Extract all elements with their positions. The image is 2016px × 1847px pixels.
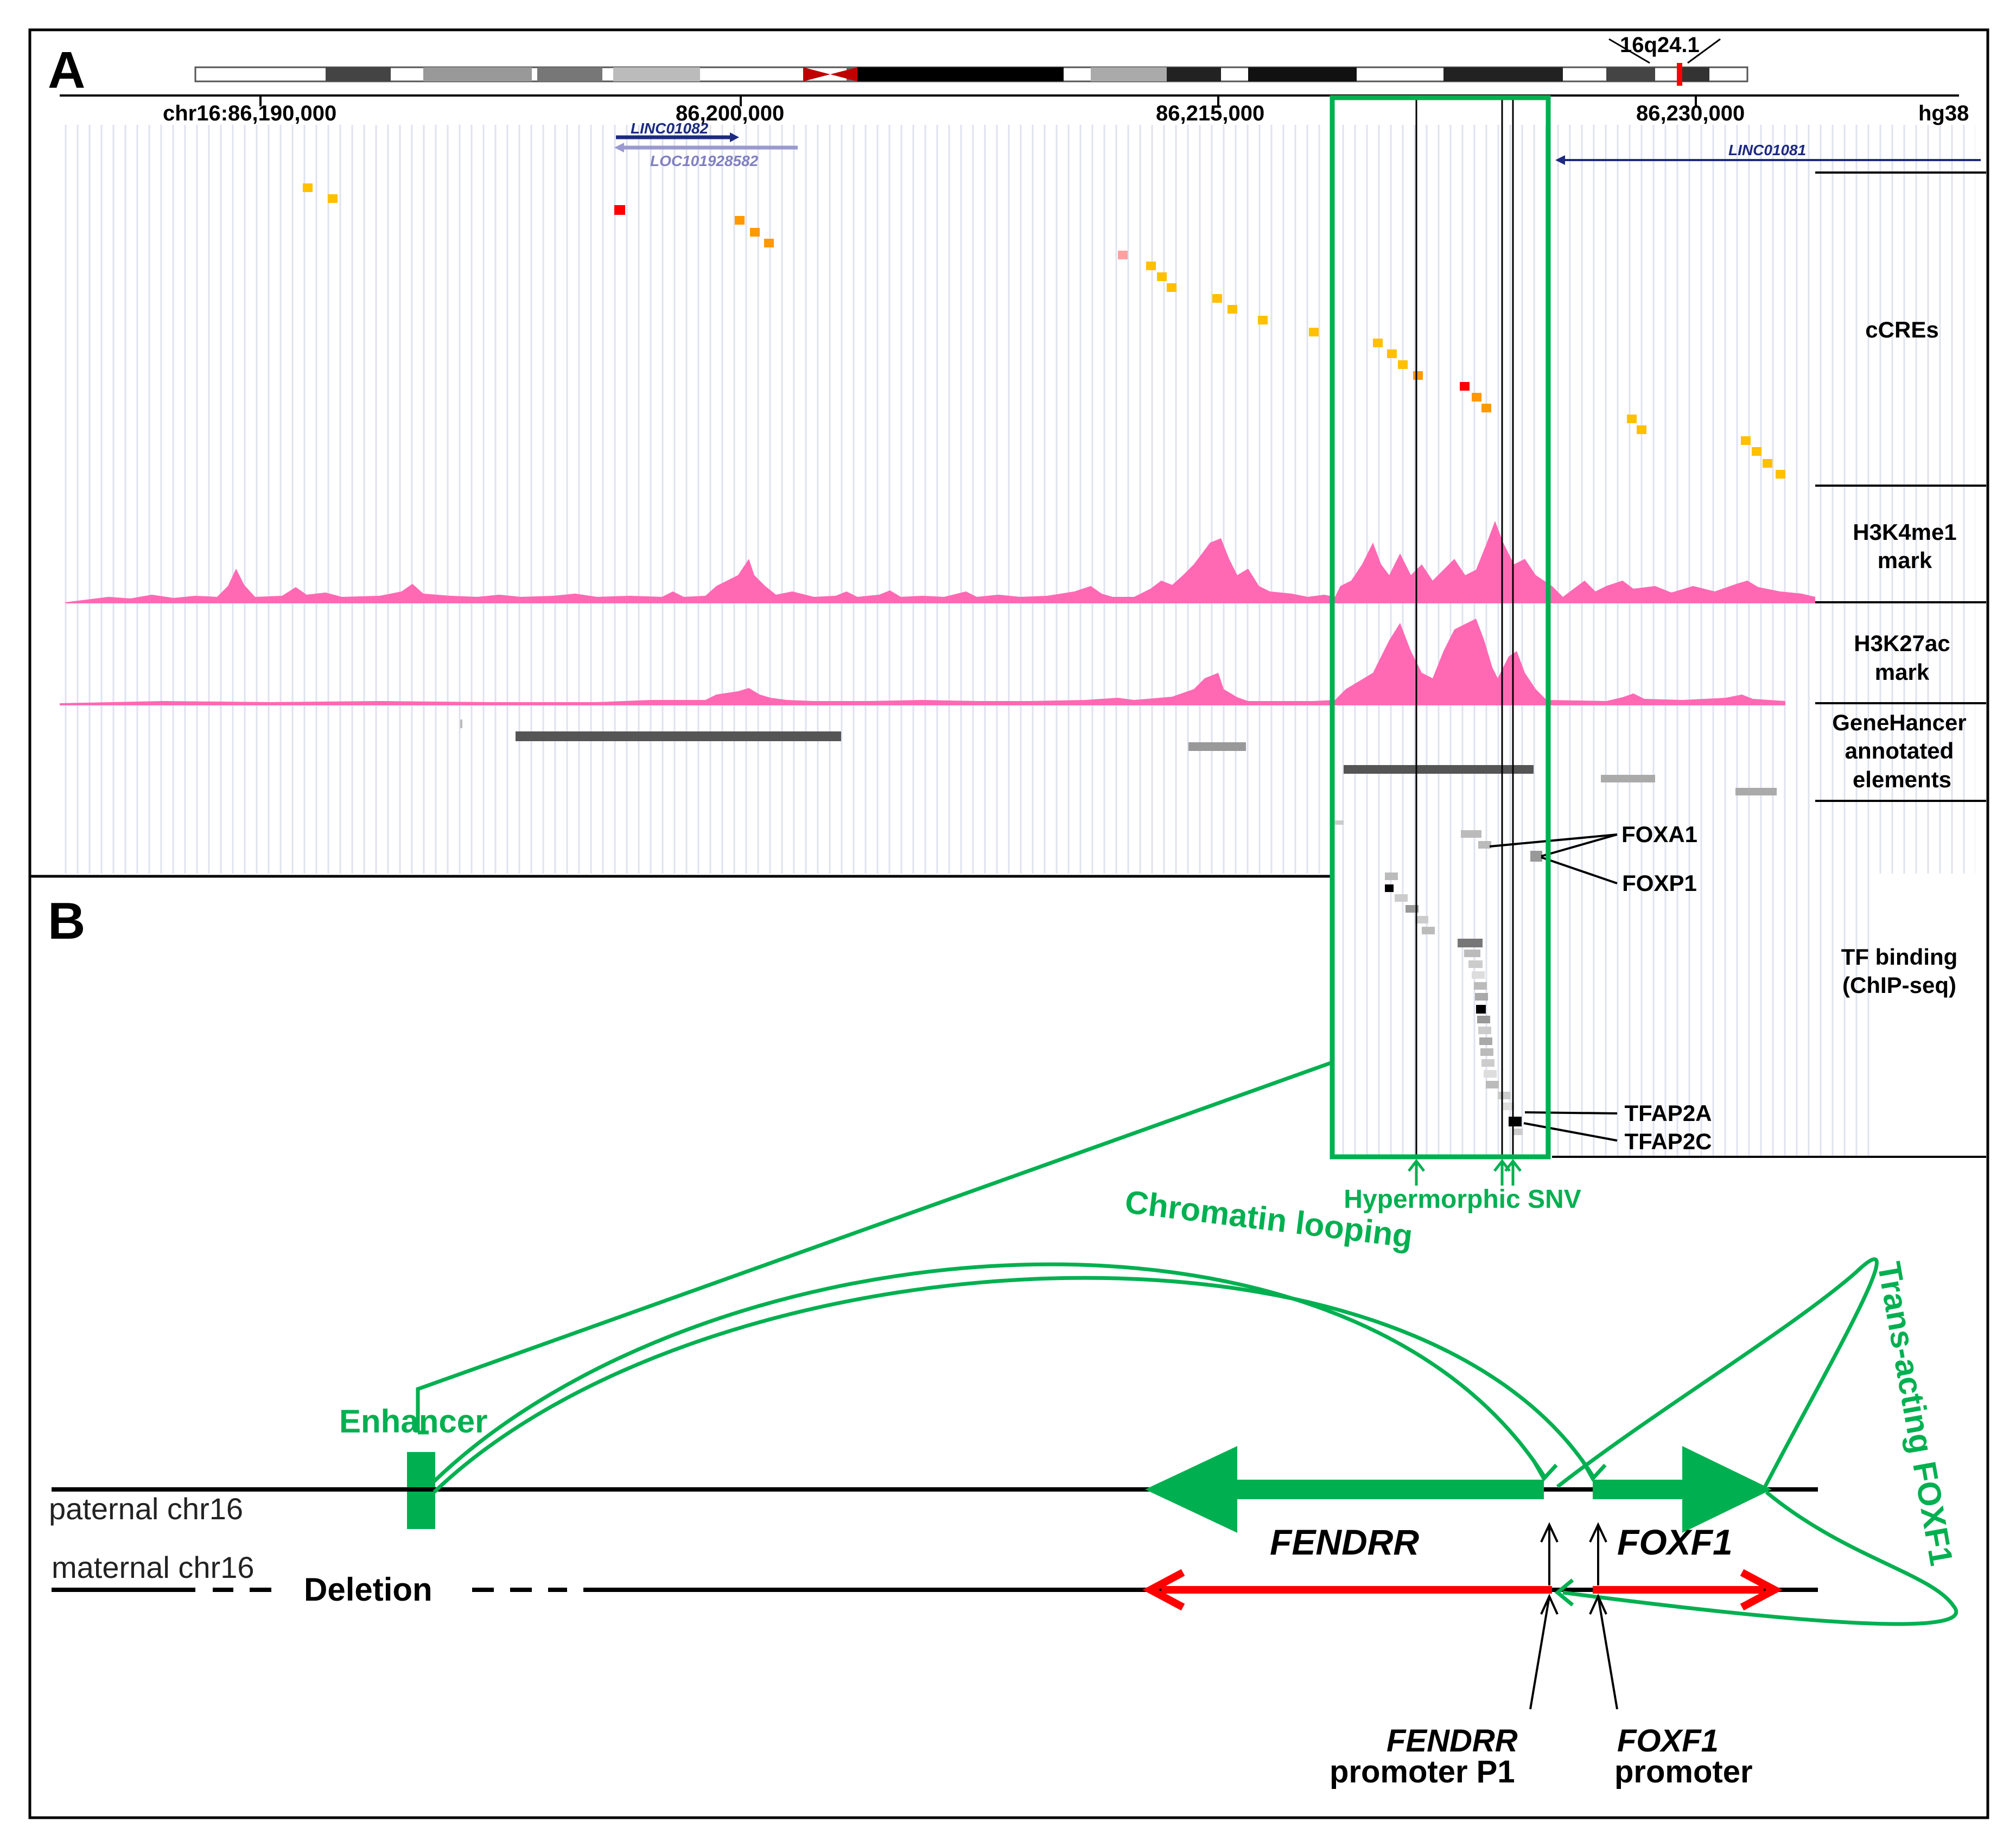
paternal-foxf1-arrow [1593, 1446, 1772, 1533]
cytoband-label: 16q24.1 [1620, 33, 1700, 57]
fendrr-promoter-label-1: FENDRR [1387, 1723, 1518, 1759]
gene-linc01081: LINC01081 [1728, 142, 1806, 158]
track-label-h3k4me1-1: H3K4me1 [1853, 519, 1956, 545]
snv-lines [1415, 98, 1514, 1156]
track-label-genehancer-1: GeneHancer [1832, 710, 1966, 735]
enhancer-label: Enhancer [339, 1403, 487, 1440]
track-label-tf-1: TF binding [1841, 944, 1958, 970]
chromatin-looping-arcs [433, 1262, 1607, 1494]
gene-linc01082: LINC01082 [631, 120, 709, 137]
genome-browser-background [60, 125, 1975, 874]
gene-loc101928582: LOC101928582 [650, 152, 759, 169]
snv-arrows [1408, 1158, 1522, 1186]
maternal-fendrr-arrow [1142, 1569, 1552, 1611]
fendrr-promoter-label-2: promoter P1 [1330, 1754, 1515, 1789]
assembly-label: hg38 [1918, 101, 1969, 125]
panel-a: A 16q24.1 chr16:8 [30, 33, 1986, 1214]
track-label-ccres: cCREs [1865, 317, 1938, 342]
coord-label-2: 86,200,000 [676, 101, 784, 125]
paternal-chr-label: paternal chr16 [49, 1492, 243, 1526]
track-label-genehancer-2: annotated [1845, 738, 1954, 763]
trans-acting-loop [1556, 1257, 1958, 1626]
maternal-foxf1-arrow [1593, 1569, 1783, 1611]
tf-binding-track [1335, 820, 1542, 1135]
figure-border [28, 28, 1989, 1819]
tf-label-tfap2c: TFAP2C [1624, 1129, 1712, 1154]
trans-acting-label: Trans-acting FOXF1 [1871, 1259, 1960, 1569]
maternal-chr-label: maternal chr16 [52, 1550, 255, 1584]
enhancer-highlight-box [1330, 95, 1551, 1160]
fendrr-gene-label: FENDRR [1270, 1522, 1419, 1562]
tf-label-tfap2a: TFAP2A [1624, 1100, 1712, 1126]
promoter-pointers [1529, 1522, 1618, 1710]
h3k4me1-signal [65, 521, 1815, 603]
tf-label-foxa1: FOXA1 [1621, 821, 1697, 847]
chromosome-ideogram: 16q24.1 [194, 33, 1748, 86]
track-label-h3k27ac-1: H3K27ac [1854, 630, 1950, 656]
gene-annotations: LINC01082 LOC101928582 LINC01081 [614, 120, 1981, 169]
panel-b-letter: B [48, 892, 85, 950]
tf-label-foxp1: FOXP1 [1622, 870, 1697, 896]
coord-label-4: 86,230,000 [1636, 101, 1745, 125]
track-label-tf-2: (ChIP-seq) [1842, 972, 1956, 998]
track-label-h3k4me1-2: mark [1878, 547, 1932, 573]
track-label-h3k27ac-2: mark [1875, 659, 1930, 685]
ccre-track [303, 183, 1785, 479]
foxf1-promoter-label-1: FOXF1 [1617, 1723, 1719, 1759]
genehancer-track [460, 719, 1777, 795]
paternal-fendrr-arrow [1145, 1446, 1544, 1533]
h3k27ac-signal [60, 619, 1785, 705]
coord-label-1: chr16:86,190,000 [163, 101, 336, 125]
foxf1-promoter-label-2: promoter [1614, 1754, 1753, 1789]
snv-label: Hypermorphic SNV [1344, 1185, 1581, 1214]
panel-a-letter: A [48, 41, 85, 99]
coord-label-3: 86,215,000 [1156, 101, 1264, 125]
tf-pointer-lines [1489, 833, 1618, 1142]
track-label-genehancer-3: elements [1853, 767, 1951, 792]
zoom-connector [416, 1060, 1333, 1432]
foxf1-gene-label: FOXF1 [1617, 1522, 1733, 1562]
deletion-label: Deletion [304, 1571, 433, 1608]
